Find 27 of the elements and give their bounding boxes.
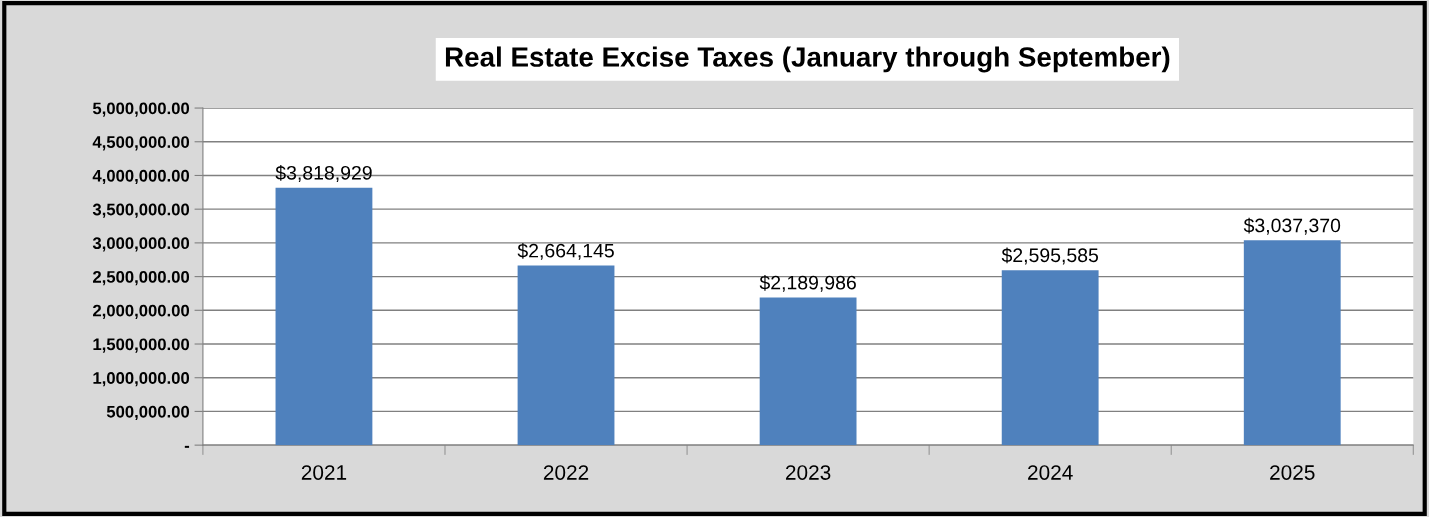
data-label: $2,595,585: [1001, 247, 1099, 265]
y-tick-label: 1,500,000.00: [93, 338, 190, 353]
x-tick-label: 2023: [785, 465, 831, 480]
bar: [275, 187, 373, 446]
y-tick-label: 3,500,000.00: [92, 203, 190, 218]
data-label: $3,037,370: [1243, 217, 1341, 235]
y-tick-label: 2,000,000.00: [93, 304, 190, 319]
y-tick-label: -: [184, 445, 190, 448]
y-tick-label: 5,000,000.00: [92, 102, 190, 117]
bar: [759, 297, 857, 446]
data-label: $2,189,986: [759, 274, 856, 292]
x-tick-label: 2022: [543, 465, 589, 480]
bar: [1001, 270, 1099, 446]
x-tick-label: 2025: [1270, 465, 1315, 480]
y-tick-label: 500,000.00: [106, 405, 190, 421]
y-tick-label: 1,000,000.00: [93, 372, 190, 387]
y-tick-label: 3,000,000.00: [92, 237, 190, 252]
bar: [1243, 240, 1341, 446]
bar: [517, 265, 615, 446]
chart-title: Real Estate Excise Taxes (January through September): [445, 46, 1170, 73]
y-tick-label: 4,500,000.00: [92, 136, 190, 151]
x-tick-label: 2021: [301, 465, 347, 480]
x-tick-label: 2024: [1028, 465, 1073, 480]
data-label: $2,664,145: [517, 242, 614, 260]
data-label: $3,818,929: [275, 165, 372, 182]
y-tick-label: 2,500,000.00: [93, 271, 190, 286]
y-tick-label: 4,000,000.00: [92, 169, 190, 185]
